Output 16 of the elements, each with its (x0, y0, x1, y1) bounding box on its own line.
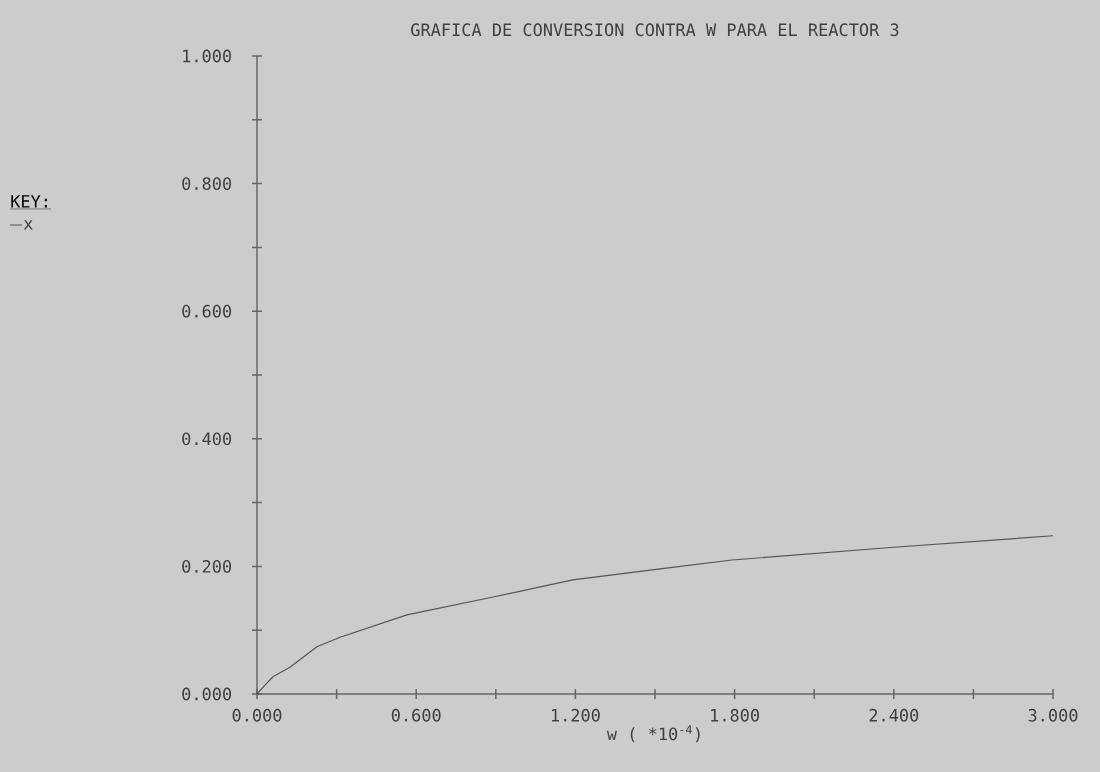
legend-label: x (23, 220, 33, 230)
y-tick-label: 0.400 (182, 432, 232, 446)
x-tick-label: 2.400 (869, 708, 919, 722)
y-tick-label: 0.000 (182, 687, 232, 701)
y-tick-label: 1.000 (183, 49, 232, 63)
legend-title: KEY: (11, 195, 47, 208)
y-tick-label: 0.600 (182, 304, 232, 318)
x-tick-label: 3.000 (1028, 708, 1078, 722)
x-tick-label: 0.600 (391, 708, 441, 722)
x-tick-label: 0.000 (232, 708, 282, 722)
x-axis-title: w ( *10$^{-4}$) (606, 725, 700, 743)
x-tick-label: 1.200 (551, 708, 600, 722)
chart-title: GRAFICA DE CONVERSION CONTRA W PARA EL REACTOR 3 (411, 23, 899, 37)
y-tick-label: 0.800 (182, 177, 232, 190)
x-tick-label: 1.800 (711, 708, 759, 722)
y-tick-label: 0.200 (182, 559, 232, 573)
